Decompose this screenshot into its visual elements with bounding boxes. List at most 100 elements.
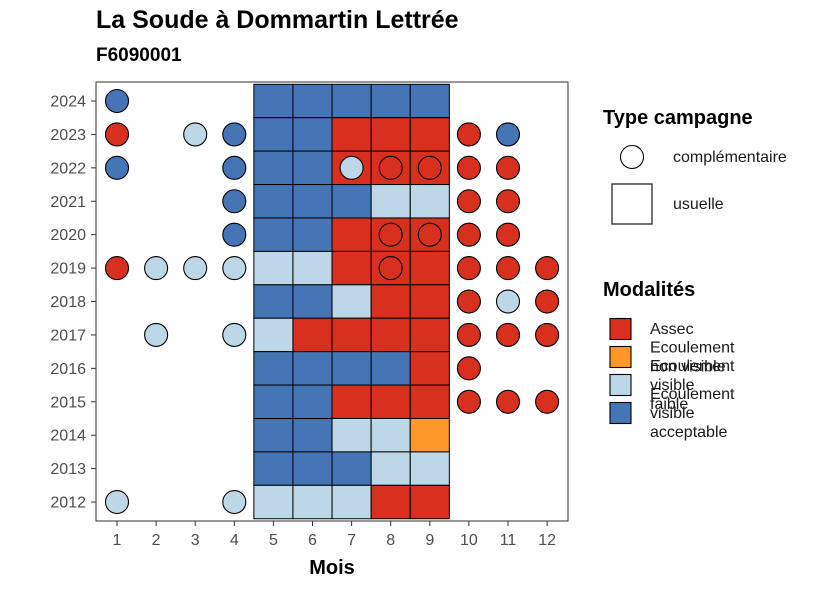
point-2019-8 [378,256,403,281]
point-2019-11 [495,256,521,281]
point-2023-4 [222,122,247,147]
point-2017-10 [456,322,481,347]
point-2015-12 [535,389,560,414]
legend-modalite-label: Ecoulement [650,386,735,403]
legend-modalite-label: visible [650,405,695,422]
legend-type-label: complémentaire [673,149,787,166]
tile-2020-7 [331,217,372,252]
point-2017-11 [495,322,521,347]
point-2020-11 [495,222,521,247]
point-2019-4 [222,256,247,281]
legend-modalite-label: faible [650,396,688,413]
point-2024-1 [104,88,130,114]
point-2023-10 [456,122,481,147]
tile-2015-5 [253,384,294,419]
y-tick-label: 2022 [50,160,86,177]
point-2019-2 [144,256,169,281]
x-tick-label: 4 [230,532,239,549]
tile-2020-5 [253,217,294,252]
legend-type-campagne: Type campagne complémentaire usuelle [603,107,787,225]
legend-square-key [611,183,653,225]
y-tick-label: 2021 [50,194,86,211]
point-2023-11 [495,122,521,147]
legend-modalites-title: Modalités [603,279,695,301]
tile-2024-5 [253,83,294,119]
point-2016-10 [456,356,481,381]
tile-2014-7 [331,417,372,453]
x-tick-label: 9 [425,532,434,549]
point-2017-2 [144,322,169,347]
point-2015-10 [456,389,481,414]
tile-2018-9 [409,284,450,319]
point-2012-4 [222,489,247,515]
x-tick-label: 8 [386,532,395,549]
y-tick-label: 2015 [50,394,86,411]
tile-2023-8 [370,117,411,152]
tile-2024-6 [292,83,333,119]
tile-2018-8 [370,284,411,319]
tile-2017-8 [370,317,411,353]
y-tick-label: 2014 [50,428,86,445]
point-2018-12 [535,289,560,314]
y-tick-label: 2023 [50,127,86,144]
x-tick-label: 11 [500,532,517,549]
point-2021-10 [456,189,481,214]
legend-modalite-label: Ecoulement [650,340,735,357]
tile-2014-8 [370,417,411,453]
y-tick-label: 2012 [50,495,86,512]
point-2019-12 [535,256,560,281]
x-tick-label: 5 [269,532,278,549]
y-tick-label: 2013 [50,461,86,478]
tile-2021-9 [409,184,450,219]
x-tick-label: 6 [308,532,317,549]
tile-2018-5 [253,284,294,319]
tile-2012-7 [331,484,372,520]
complementaire-points [104,88,560,515]
tile-2014-5 [253,417,294,453]
x-tick-label: 3 [191,532,200,549]
tile-2024-8 [370,83,411,119]
x-tick-label: 7 [347,532,356,549]
tile-2016-7 [331,351,372,386]
chart-title: La Soude à Dommartin Lettrée [96,6,459,34]
tile-2013-8 [370,451,411,486]
point-2017-12 [535,322,560,347]
tile-2019-7 [331,250,372,286]
tile-2013-9 [409,451,450,486]
y-tick-label: 2018 [50,294,86,311]
tile-2017-5 [253,317,294,353]
tile-2018-7 [331,284,372,319]
tile-2013-6 [292,451,333,486]
legend-swatch [609,401,632,425]
x-tick-label: 2 [152,532,161,549]
tile-2016-5 [253,351,294,386]
legend-modalite-label: Ecoulement [650,358,735,375]
point-2020-10 [456,222,481,247]
point-2022-8 [378,155,403,180]
legend-modalite-label: Assec [650,321,694,338]
usuelle-cells [253,83,450,520]
point-2017-4 [222,322,247,347]
y-tick-label: 2020 [50,227,86,244]
point-2019-3 [183,256,208,281]
tile-2016-9 [409,351,450,386]
tile-2017-6 [292,317,333,353]
x-axis: 1 2 3 4 5 6 7 8 9 10 11 12 [113,521,556,549]
point-2022-7 [339,155,364,180]
tile-2023-6 [292,117,333,152]
legend-swatch [609,373,632,397]
point-2022-9 [417,155,442,180]
tile-2013-7 [331,451,372,486]
tile-2023-7 [331,117,372,152]
legend-modalite-label: acceptable [650,424,727,441]
tile-2021-5 [253,184,294,219]
tile-2024-9 [409,83,450,119]
point-2015-11 [495,389,521,414]
tile-2019-9 [409,250,450,286]
tile-2012-8 [370,484,411,520]
tile-2021-8 [370,184,411,219]
tile-2016-6 [292,351,333,386]
tile-2024-7 [331,83,372,119]
tile-2022-6 [292,150,333,186]
